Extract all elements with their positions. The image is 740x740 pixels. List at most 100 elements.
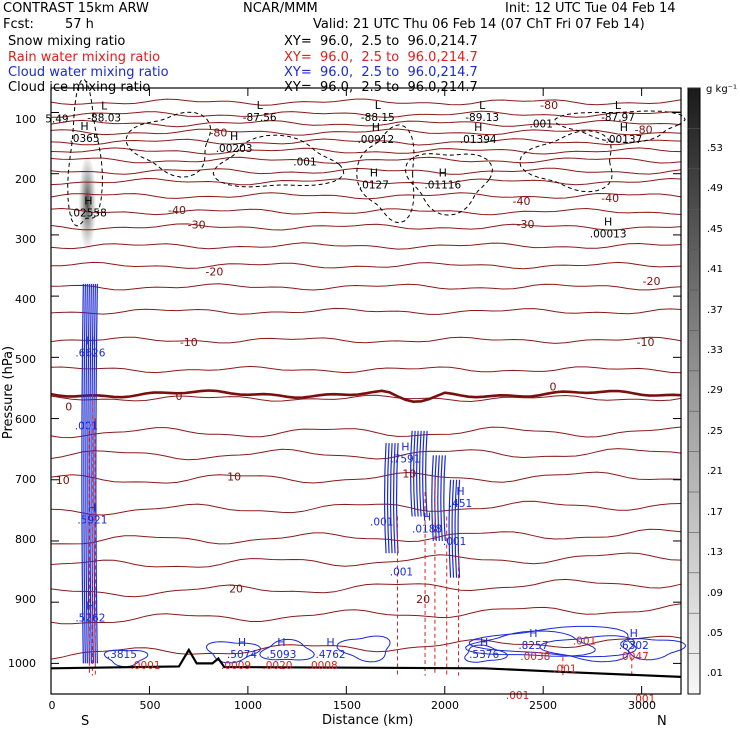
colorbar-label: .17 [707,507,723,518]
snow-contour [212,134,345,188]
colorbar-label: .05 [707,628,723,639]
colorbar-label: .41 [707,264,723,275]
extremum-value: .001 [506,690,529,702]
cloud-water-contour [437,455,440,542]
forecast-hours: 57 h [65,17,94,32]
cloud-water-contour [103,649,149,668]
extremum-value: .0020 [262,660,292,672]
legend-snow-name: Snow mixing ratio [8,34,126,49]
x-tick-label: 2000 [431,699,459,712]
extremum-value: .001 [632,693,655,705]
isotherm-line [50,635,682,660]
colorbar-label: .53 [707,143,723,154]
extremum-value: 5.49 [45,114,68,126]
extremum-letter: H [86,599,94,612]
extremum-value: .001 [390,567,413,579]
y-tick-label: 800 [15,533,36,546]
colorbar-label: .29 [707,385,723,396]
extremum-value: -87.97 [601,112,635,124]
isotherm-label: -10 [180,336,198,349]
isotherm-label: 0 [65,400,72,413]
y-tick-label: 400 [15,293,36,306]
cloud-water-contour [416,430,419,517]
extremum-value: .00013 [590,229,627,241]
cloud-water-contour [95,283,98,664]
y-tick-label: 500 [15,353,36,366]
isotherm-line [50,156,682,164]
y-tick-label: 600 [15,413,36,426]
extremum-value: .5074 [227,649,257,661]
y-tick-label: 300 [15,233,36,246]
isotherm-line [51,261,682,270]
isotherm-label: 0 [550,381,557,394]
extremum-value: .0365 [69,133,99,145]
extremum-value: .001 [443,536,466,548]
isotherm-line [50,578,682,598]
legend-rain-name: Rain water mixing ratio [8,50,161,65]
isotherm-label: -40 [601,192,619,205]
x-axis-title: Distance (km) [322,713,414,728]
isotherm-line [50,365,682,374]
cloud-water-contour [464,644,508,663]
cloud-water-contour [468,625,637,658]
x-tick-label: 500 [139,699,161,712]
isotherm-line [50,147,682,155]
isotherm-line [50,552,682,568]
extremum-value: .02558 [70,207,107,219]
y-tick-label: 700 [15,473,36,486]
extremum-value: .0047 [619,651,649,663]
extremum-letter: L [101,99,108,112]
y-tick-label: 100 [15,113,36,126]
extremum-value: .001 [75,420,98,432]
extremum-value: .5262 [75,612,105,624]
extremum-value: .7591 [390,453,420,465]
extremum-letter: H [401,440,409,453]
extremum-letter: L [257,99,264,112]
legend-rain-xy: XY= 96.0, 2.5 to 96.0,214.7 [284,50,478,65]
y-axis-title: Pressure (hPa) [1,345,17,440]
cloud-water-contour [87,283,90,664]
cloud-water-contour [419,430,422,517]
colorbar-unit: g kg⁻¹ [706,84,737,95]
model-title: CONTRAST 15km ARW [3,1,149,16]
legend-cloud-water-name: Cloud water mixing ratio [8,65,169,80]
extremum-value: .0188 [412,524,442,536]
zero-degree-isotherm [50,389,682,404]
extremum-value: .00912 [357,134,394,146]
extremum-value: .3815 [107,649,137,661]
center-label: NCAR/MMM [243,1,318,16]
isotherm-line [50,603,682,625]
extremum-value: -87.56 [243,112,277,124]
isotherm-label: -40 [513,195,531,208]
isotherm-line [50,223,682,231]
isotherm-line [50,336,682,344]
colorbar [687,87,701,695]
extremum-letter: H [456,485,464,498]
cloud-water-contour [422,430,425,517]
extremum-value: .8257 [518,640,548,652]
extremum-value: .00203 [216,143,253,155]
extremum-letter: H [84,194,92,207]
extremum-letter: H [529,627,537,640]
extremum-letter: H [326,636,334,649]
extremum-value: .4762 [316,649,346,661]
x-end-label-north: N [657,714,667,729]
isotherm-line [50,426,682,439]
init-time: Init: 12 UTC Tue 04 Feb 14 [505,1,676,16]
cloud-water-contour [440,455,443,542]
cloud-water-contour [383,442,387,554]
snow-contour [125,111,212,178]
isotherm-label: -40 [168,204,186,217]
extremum-value: .5093 [266,649,296,661]
extremum-letter: H [480,636,488,649]
isotherm-line [50,283,682,291]
extremum-letter: L [479,99,486,112]
isotherm-label: -30 [188,219,206,232]
extremum-letter: L [615,99,622,112]
valid-time: Valid: 21 UTC Thu 06 Feb 14 (07 ChT Fri … [313,17,645,32]
cloud-water-contour [434,455,437,542]
isotherm-label: -10 [637,336,655,349]
plot-frame [50,87,682,695]
extremum-value: .00137 [606,134,643,146]
extremum-value: .5376 [469,649,499,661]
